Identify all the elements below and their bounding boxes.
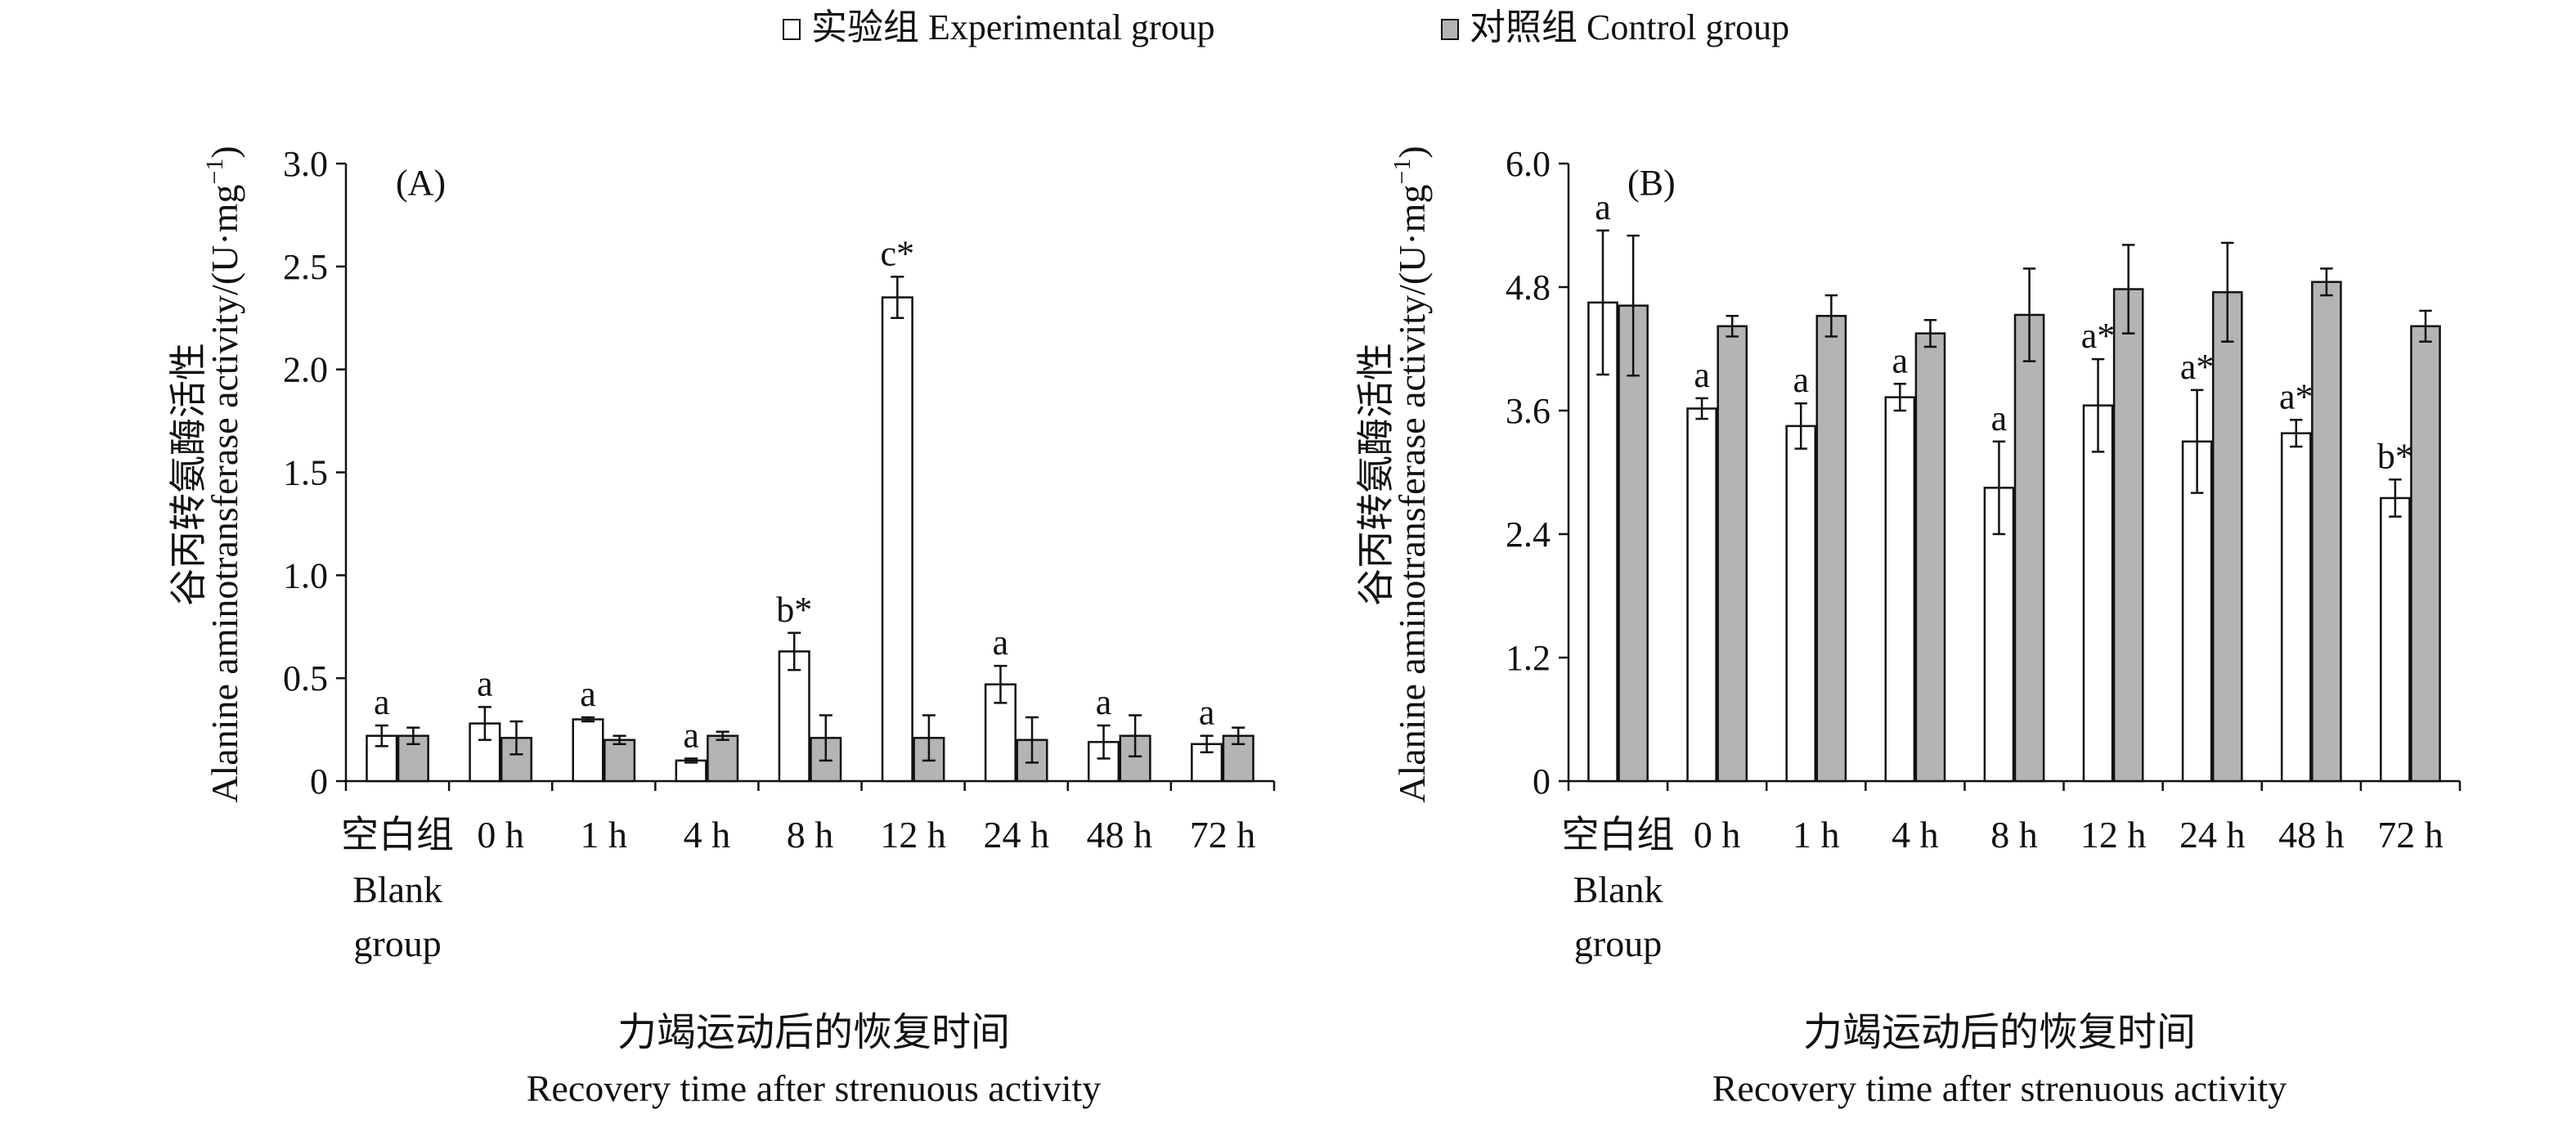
panel-a-significance-label: b* <box>776 590 812 630</box>
panel-a-xlabel-cn: 力竭运动后的恢复时间 <box>617 1011 1010 1054</box>
panel-b-bar-control <box>2410 325 2441 783</box>
panel-b-xlabel-cn: 力竭运动后的恢复时间 <box>1803 1011 2196 1054</box>
panel-b-x-tick-label: 0 h <box>1694 814 1741 856</box>
panel-a-x-tick-label: 72 h <box>1190 814 1256 856</box>
panel-b-x-tick-label: 24 h <box>2179 814 2246 856</box>
panel-a-significance-label: c* <box>881 233 915 273</box>
panel-b-bar-control <box>1717 325 1748 783</box>
panel-a-y-tick-label: 0 <box>310 761 328 802</box>
panel-a-y-tick-label: 2.0 <box>283 350 328 390</box>
panel-a-significance-label: a <box>993 622 1009 663</box>
panel-b-xlabel-en: Recovery time after strenuous activity <box>1712 1067 2287 1109</box>
panel-a-bar-experimental <box>778 650 810 783</box>
panel-a-xlabel-en: Recovery time after strenuous activity <box>527 1067 1102 1109</box>
panel-b-y-tick-label: 3.6 <box>1506 391 1551 431</box>
legend-swatch-experimental <box>783 19 801 40</box>
panel-a-x-tick-label: 4 h <box>684 814 731 856</box>
legend-label-experimental: 实验组 Experimental group <box>811 7 1215 47</box>
panel-a-ylabel-cn: 谷丙转氨酶活性 <box>168 343 209 606</box>
panel-b-x-tick-label: 8 h <box>1990 814 2038 856</box>
panel-b-x-tick-label: 12 h <box>2080 814 2147 856</box>
panel-b-bar-experimental <box>1983 487 2015 783</box>
panel-b-x-tick-sublabel: Blank <box>1573 869 1663 910</box>
panel-a-x-tick-label: 空白组 <box>341 814 454 856</box>
panel-b-bar-control <box>1815 314 1847 783</box>
panel-a-y-tick-label: 1.0 <box>283 555 328 595</box>
panel-a-x-tick-sublabel: Blank <box>352 869 442 910</box>
panel-b-significance-label: a <box>1991 398 2008 438</box>
panel-b-significance-label: a* <box>2180 347 2215 387</box>
panel-b-bar-experimental <box>2380 496 2411 783</box>
panel-b-y-tick-label: 4.8 <box>1506 267 1551 308</box>
panel-b-x-tick-label: 1 h <box>1793 814 1840 856</box>
panel-b-bar-experimental <box>1686 407 1717 783</box>
panel-b-bar-experimental <box>2280 432 2312 783</box>
panel-a-y-tick-label: 1.5 <box>283 453 328 493</box>
panel-a-x-tick-label: 12 h <box>880 814 946 856</box>
panel-b-significance-label: a <box>1892 340 1909 380</box>
panel-a-bar-experimental <box>572 718 604 783</box>
panel-b-x-tick-sublabel: group <box>1574 923 1662 964</box>
panel-b-y-tick-label: 0 <box>1533 761 1551 802</box>
panel-b: (B) 谷丙转氨酶活性 Alanine aminotransferase act… <box>1355 144 2462 1109</box>
panel-a-x-tick-label: 0 h <box>477 814 524 856</box>
panel-a-ylabel-en: Alanine aminotransferase activity/(U·mg−… <box>201 146 245 802</box>
panel-a-x-tick-label: 8 h <box>787 814 834 856</box>
panel-b-significance-label: a <box>1595 187 1611 227</box>
panel-a-bar-control <box>707 734 739 783</box>
panel-a-y-tick-label: 3.0 <box>283 144 328 184</box>
panel-b-ylabel-en: Alanine aminotransferase activity/(U·mg−… <box>1389 146 1433 802</box>
panel-b-y-tick-label: 2.4 <box>1506 514 1551 555</box>
panel-a-significance-label: a <box>1096 682 1112 722</box>
panel-b-y-axis-title: 谷丙转氨酶活性 Alanine aminotransferase activit… <box>1355 146 1433 802</box>
panel-b-bar-control <box>2311 281 2342 783</box>
panel-b-x-tick-label: 72 h <box>2377 814 2444 856</box>
panel-a-x-tick-sublabel: group <box>353 923 441 964</box>
panel-b-y-tick-label: 1.2 <box>1506 638 1551 678</box>
panel-b-ylabel-cn: 谷丙转氨酶活性 <box>1355 343 1397 606</box>
legend-label-control: 对照组 Control group <box>1470 7 1789 47</box>
panel-a-x-tick-label: 24 h <box>983 814 1049 856</box>
panel-b-bar-control <box>1914 332 1946 783</box>
panel-b-y-tick-label: 6.0 <box>1506 144 1551 184</box>
panel-a-x-tick-label: 48 h <box>1087 814 1153 856</box>
panel-b-significance-label: b* <box>2377 436 2413 476</box>
panel-b-x-tick-label: 4 h <box>1892 814 1939 856</box>
panel-b-bar-control <box>1618 304 1649 783</box>
panel-a-y-tick-label: 0.5 <box>283 658 328 699</box>
panel-b-bar-experimental <box>2082 404 2114 783</box>
panel-a-label: (A) <box>396 163 446 203</box>
panel-b-significance-label: a* <box>2279 376 2313 416</box>
panel-a-y-tick-label: 2.5 <box>283 247 328 287</box>
panel-a-bar-control <box>1222 734 1254 783</box>
legend-swatch-control <box>1441 19 1459 40</box>
panel-b-significance-label: a* <box>2081 316 2116 356</box>
panel-b-bar-experimental <box>1785 424 1817 783</box>
panel-b-bar-experimental <box>1884 396 1916 783</box>
panel-b-bar-control <box>2112 288 2144 783</box>
panel-a-bar-control <box>604 739 636 783</box>
panel-b-bar-control <box>2211 291 2243 783</box>
panel-b-significance-label: a <box>1694 355 1710 395</box>
panel-a-x-tick-label: 1 h <box>581 814 628 856</box>
panel-b-label: (B) <box>1627 163 1676 203</box>
panel-a-significance-label: a <box>580 674 596 714</box>
panel-a-y-axis-title: 谷丙转氨酶活性 Alanine aminotransferase activit… <box>168 146 245 802</box>
panel-b-bar-experimental <box>1587 301 1618 783</box>
panel-a-significance-label: a <box>1199 693 1215 733</box>
panel-a-significance-label: a <box>477 663 493 703</box>
panel-a-bar-experimental <box>675 759 707 783</box>
panel-a: (A) 谷丙转氨酶活性 Alanine aminotransferase act… <box>168 144 1276 1109</box>
panel-b-x-tick-label: 48 h <box>2278 814 2345 856</box>
panel-b-bar-control <box>2013 313 2045 783</box>
legend: 实验组 Experimental group 对照组 Control group <box>783 7 1789 47</box>
panel-b-x-tick-label: 空白组 <box>1562 814 1675 856</box>
panel-a-significance-label: a <box>374 682 390 722</box>
panel-a-bar-experimental <box>881 296 913 783</box>
panel-b-significance-label: a <box>1793 360 1809 400</box>
panel-a-significance-label: a <box>683 715 699 755</box>
